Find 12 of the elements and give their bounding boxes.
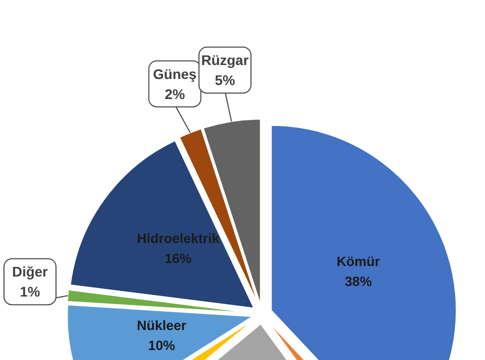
- data-label: 2%: [164, 86, 186, 102]
- data-label: 16%: [164, 251, 192, 266]
- data-label: 1%: [20, 284, 41, 300]
- data-label: 10%: [148, 338, 176, 353]
- data-label: 5%: [214, 72, 236, 88]
- slice-label: Diğer: [12, 264, 48, 280]
- slice-label: Rüzgar: [201, 52, 250, 68]
- data-label: 38%: [344, 274, 372, 289]
- slice-label: Nükleer: [136, 318, 188, 333]
- slice-label: Hidroelektrik: [136, 231, 220, 246]
- slice-label: Güneş: [153, 66, 197, 82]
- slice-label: Kömür: [336, 254, 381, 269]
